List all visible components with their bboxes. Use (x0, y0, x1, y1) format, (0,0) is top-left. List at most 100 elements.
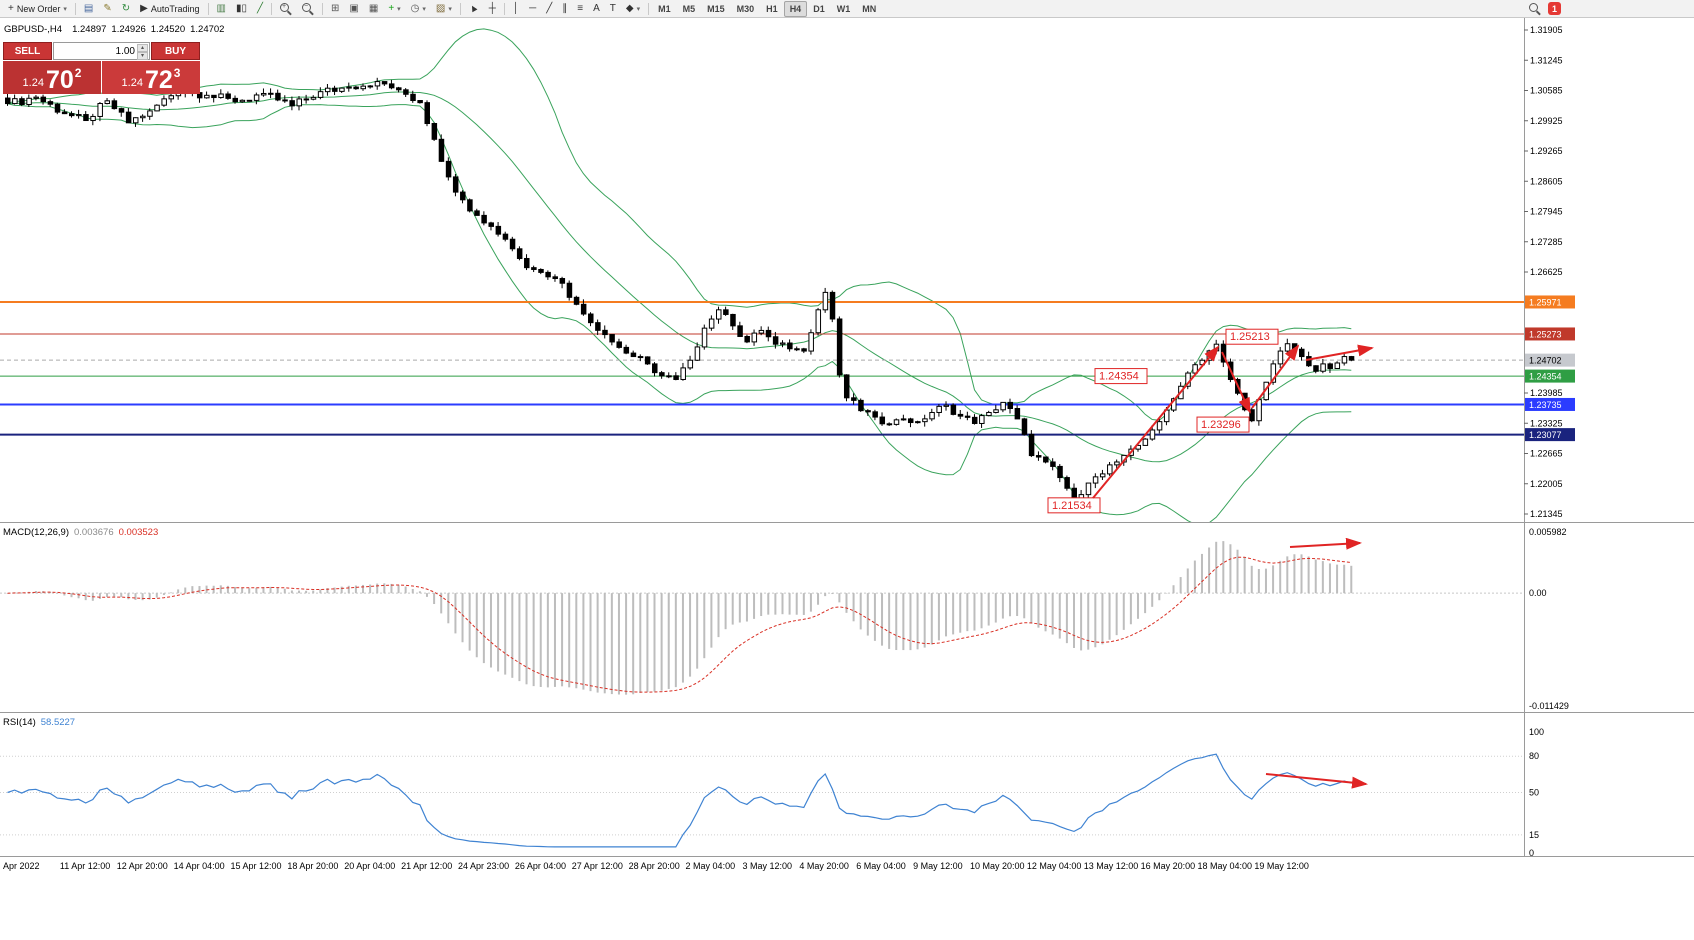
macd-signal-value: 0.003523 (118, 527, 159, 538)
arrows-icon[interactable]: ◆ ▾ (621, 1, 645, 17)
timeframe-m1-button[interactable]: M1 (652, 1, 677, 17)
line-chart-icon[interactable]: ╱ (252, 1, 268, 17)
timeframe-w1-button[interactable]: W1 (831, 1, 857, 17)
dropdown-caret-icon: ▾ (63, 5, 67, 13)
fibonacci-icon: ≡ (577, 2, 584, 14)
indicators-icon[interactable]: + ▾ (383, 1, 405, 17)
cascade-windows-icon[interactable]: ▣ (344, 1, 363, 17)
price-tag-label: 1.24702 (1529, 356, 1562, 366)
timeframe-m30-button[interactable]: M30 (731, 1, 761, 17)
sell-button[interactable]: SELL (3, 42, 52, 60)
notifications-badge[interactable]: 1 (1548, 2, 1561, 15)
time-label[interactable]: 20 Apr 04:00 (344, 861, 396, 871)
timeframe-m5-button[interactable]: M5 (677, 1, 702, 17)
time-label[interactable]: Apr 2022 (3, 861, 40, 871)
equidistant-channel-icon[interactable]: ∥ (557, 1, 572, 17)
toolbar-separator (74, 2, 76, 15)
time-label[interactable]: 14 Apr 04:00 (173, 861, 225, 871)
price-tag-label: 1.25273 (1529, 329, 1562, 339)
one-click-trading-panel: SELL 1.00 ▴ ▾ BUY 1.24 70 2 1.24 72 3 (3, 42, 200, 94)
timeframe-h4-button-label: H4 (789, 3, 802, 14)
time-label[interactable]: 12 Apr 20:00 (116, 861, 168, 871)
buy-price-box[interactable]: 1.24 72 3 (102, 61, 200, 94)
time-label[interactable]: 24 Apr 23:00 (458, 861, 510, 871)
time-label[interactable]: 18 May 04:00 (1197, 861, 1253, 871)
text-icon[interactable]: A (588, 1, 605, 17)
macd-scale-label: 0.005982 (1529, 527, 1567, 537)
time-label[interactable]: 12 May 04:00 (1026, 861, 1082, 871)
timeframe-mn-button[interactable]: MN (856, 1, 882, 17)
volume-field[interactable]: 1.00 ▴ ▾ (53, 42, 150, 60)
time-label[interactable]: 2 May 04:00 (685, 861, 736, 871)
metaeditor-icon[interactable]: ✎ (98, 1, 116, 17)
refresh-icon[interactable]: ↻ (117, 1, 135, 17)
volume-decrease-button[interactable]: ▾ (137, 52, 148, 60)
timeframe-h1-button-label: H1 (766, 3, 778, 14)
time-label[interactable]: 13 May 12:00 (1083, 861, 1139, 871)
time-label[interactable]: 4 May 20:00 (799, 861, 849, 871)
time-label[interactable]: 11 Apr 12:00 (59, 861, 111, 871)
timeframe-d1-button[interactable]: D1 (807, 1, 831, 17)
price-axis[interactable]: 1.31905 1.31245 1.30585 1.29925 1.29265 1.286… (1524, 18, 1575, 522)
dropdown-caret-icon: ▾ (422, 5, 426, 13)
price-tag (1525, 369, 1575, 383)
new-order-button[interactable]: + New Order ▾ (3, 1, 72, 17)
time-label[interactable]: 27 Apr 12:00 (571, 861, 623, 871)
market-watch-icon: ▤ (83, 2, 94, 14)
zoom-out-icon: − (302, 2, 314, 15)
ohlc-low: 1.24520 (150, 24, 186, 35)
market-watch-icon[interactable]: ▤ (79, 1, 98, 17)
price-tag (1525, 327, 1575, 341)
time-label[interactable]: 26 Apr 04:00 (514, 861, 566, 871)
macd-chart-canvas[interactable]: 0.005982 0.00 -0.011429 (0, 523, 1694, 713)
ohlc-open: 1.24897 (72, 24, 107, 35)
tile-windows-icon[interactable]: ⊞ (326, 1, 344, 17)
buy-button[interactable]: BUY (151, 42, 200, 60)
fibonacci-icon[interactable]: ≡ (572, 1, 588, 17)
price-tick-label: 1.30585 (1530, 86, 1563, 96)
time-label[interactable]: 9 May 12:00 (913, 861, 963, 871)
vertical-line-icon[interactable]: │ (508, 1, 524, 17)
rsi-scale-label: 80 (1529, 751, 1539, 761)
trend-arrow (1221, 351, 1251, 414)
cursor-icon: ▲ (466, 0, 481, 16)
search-icon[interactable] (1529, 2, 1541, 15)
autotrading-button[interactable]: ▶ AutoTrading (135, 1, 204, 17)
arrange-windows-icon[interactable]: ▦ (364, 1, 383, 17)
rsi-scale-label: 15 (1529, 830, 1539, 840)
zoom-out-icon[interactable]: − (297, 1, 319, 17)
ohlc-high: 1.24926 (111, 24, 146, 35)
rsi-chart-canvas[interactable]: 100 80 50 15 0 (0, 713, 1694, 857)
time-label[interactable]: 3 May 12:00 (742, 861, 792, 871)
time-label[interactable]: 15 Apr 12:00 (230, 861, 282, 871)
periods-icon[interactable]: ◷ ▾ (406, 1, 431, 17)
zoom-in-icon[interactable]: + (275, 1, 297, 17)
sell-price-box[interactable]: 1.24 70 2 (3, 61, 101, 94)
cursor-icon[interactable]: ▲ (464, 1, 484, 17)
time-label[interactable]: 19 May 12:00 (1254, 861, 1309, 871)
timeframe-h4-button[interactable]: H4 (783, 0, 808, 17)
text-label-icon[interactable]: T (605, 1, 621, 17)
time-label[interactable]: 21 Apr 12:00 (401, 861, 453, 871)
crosshair-icon[interactable]: ┼ (484, 1, 501, 17)
price-tick-label: 1.22005 (1530, 479, 1563, 489)
horizontal-line-icon: ─ (529, 2, 537, 14)
horizontal-line-icon[interactable]: ─ (524, 1, 541, 17)
volume-increase-button[interactable]: ▴ (137, 44, 148, 52)
price-tick-label: 1.22665 (1530, 449, 1563, 459)
bar-chart-icon[interactable]: ▥ (212, 1, 231, 17)
time-label[interactable]: 10 May 20:00 (969, 861, 1025, 871)
price-annotation-label: 1.25213 (1230, 331, 1270, 343)
time-label[interactable]: 18 Apr 20:00 (287, 861, 339, 871)
candlestick-chart-icon[interactable]: ▮▯ (231, 1, 252, 17)
timeframe-h1-button[interactable]: H1 (760, 1, 784, 17)
templates-icon[interactable]: ▨ ▾ (431, 1, 457, 17)
volume-value: 1.00 (115, 45, 135, 57)
time-label[interactable]: 16 May 20:00 (1140, 861, 1196, 871)
rsi-line (7, 753, 1352, 848)
timeframe-m15-button[interactable]: M15 (701, 1, 731, 17)
price-chart-canvas[interactable]: 1.31905 1.31245 1.30585 1.29925 1.29265 1.286… (0, 18, 1694, 522)
time-label[interactable]: 28 Apr 20:00 (628, 861, 680, 871)
time-label[interactable]: 6 May 04:00 (856, 861, 906, 871)
trendline-icon[interactable]: ╱ (541, 1, 557, 17)
